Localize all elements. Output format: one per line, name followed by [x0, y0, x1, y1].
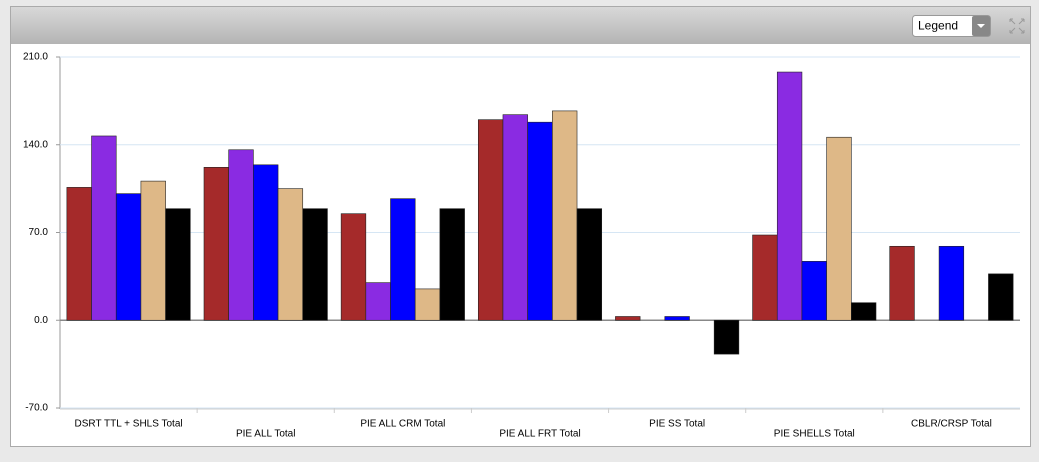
bar	[826, 136, 852, 321]
x-tick-label: PIE ALL FRT Total	[499, 429, 580, 440]
x-tick-label: PIE SS Total	[649, 419, 705, 430]
bar	[140, 180, 166, 321]
x-tick-label: PIE ALL CRM Total	[360, 419, 445, 430]
x-tick-label: DSRT TTL + SHLS Total	[75, 419, 183, 430]
x-tick-label: PIE SHELLS Total	[774, 429, 855, 440]
bar	[801, 261, 827, 321]
y-tick-label: 0.0	[34, 315, 48, 326]
bar	[938, 245, 965, 321]
bar	[165, 208, 191, 321]
expand-glyph[interactable]	[1009, 18, 1025, 34]
y-tick-label: 140.0	[23, 139, 48, 150]
bar	[502, 114, 528, 321]
bar	[115, 193, 142, 321]
bar	[203, 167, 229, 321]
bar	[91, 135, 117, 321]
panel-header	[11, 7, 1030, 44]
bar	[365, 282, 391, 321]
bar	[414, 288, 441, 321]
bar	[477, 119, 504, 321]
bar	[390, 198, 416, 321]
bar	[439, 208, 465, 321]
dropdown-arrow	[977, 24, 985, 28]
bar	[552, 110, 578, 321]
x-tick-label: PIE ALL Total	[236, 429, 296, 440]
legend-button-label[interactable]: Legend	[918, 19, 958, 33]
bar	[776, 71, 803, 321]
expand-icon[interactable]	[1009, 18, 1025, 34]
y-tick-label: 70.0	[29, 227, 49, 238]
bar	[302, 208, 328, 321]
bar	[615, 316, 641, 321]
bar	[527, 121, 553, 321]
bar	[340, 213, 367, 321]
bar	[576, 208, 603, 321]
bar	[228, 149, 254, 321]
dropdown-box[interactable]	[912, 15, 991, 37]
bar	[713, 319, 740, 355]
bar	[988, 273, 1014, 321]
bar	[664, 316, 690, 321]
legend-dropdown[interactable]: Legend	[912, 15, 991, 37]
bar	[277, 188, 304, 321]
bar	[851, 302, 877, 321]
bar	[253, 164, 279, 321]
bar	[889, 245, 915, 321]
x-tick-label: CBLR/CRSP Total	[911, 419, 992, 430]
bar	[66, 187, 92, 321]
y-tick-label: 210.0	[23, 52, 48, 63]
bar	[752, 234, 778, 321]
y-tick-label: -70.0	[25, 403, 48, 414]
